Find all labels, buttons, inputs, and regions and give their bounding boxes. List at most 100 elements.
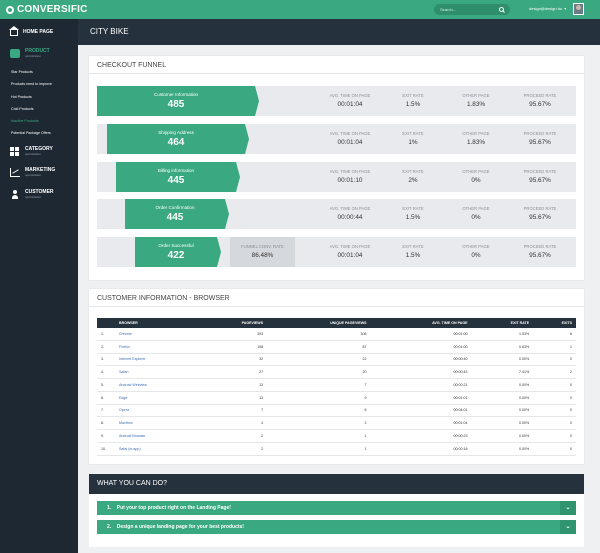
funnel-step-bar[interactable]: Shipping Address 464 [107, 124, 249, 154]
avg-time-cell: 00:01:00 [370, 328, 472, 341]
table-row: 7. Opera 7 6 00:04:01 0.00% 0 [97, 404, 576, 418]
stat-value: 0% [471, 252, 481, 259]
grid-icon [10, 146, 20, 156]
stat-time: AVG. TIME ON PAGE 00:01:04 [319, 86, 381, 116]
stat-exit: EXIT RATE 1.5% [389, 86, 437, 116]
card-title: CUSTOMER INFORMATION - BROWSER [97, 295, 230, 302]
stat-proceed: PROCEED RATE 95.67% [515, 162, 565, 192]
stat-label: EXIT RATE [402, 93, 424, 98]
recommendation-item[interactable]: 2. Design a unique landing page for your… [97, 520, 576, 534]
funnel-step-bar[interactable]: Order Successful 422 [135, 237, 221, 267]
stat-label: PROCEED RATE [523, 244, 557, 249]
app-logo[interactable]: CONVERSIFIC [6, 4, 88, 15]
chevron-down-icon[interactable]: ⌄ [560, 501, 576, 515]
sidebar-item-marketing[interactable]: MARKETING optimization [0, 167, 78, 177]
table-header[interactable]: EXIT RATE [471, 318, 534, 328]
stat-label: PROCEED RATE [523, 93, 557, 98]
browser-name-link[interactable]: Edge [115, 391, 199, 405]
browser-name-link[interactable]: Safai (in-app) [115, 442, 199, 456]
logo-icon [6, 5, 14, 14]
table-header[interactable]: EXITS [533, 318, 576, 328]
avatar[interactable] [573, 3, 584, 15]
browser-table: BROWSER PAGEVIEWS UNIQUE PAGEVIEWS AVG. … [97, 318, 576, 456]
sidebar-item-category[interactable]: CATEGORY optimization [0, 146, 78, 156]
browser-name-link[interactable]: Android Webview [115, 378, 199, 392]
stat-value: 86.48% [251, 252, 274, 259]
avg-time-cell: 00:00:23 [370, 429, 472, 443]
sidebar-subitem[interactable]: Hot Products [11, 95, 32, 99]
recommendation-item[interactable]: 1. Put your top product right on the Lan… [97, 501, 576, 515]
recommendation-text: 1. Put your top product right on the Lan… [107, 505, 231, 511]
stat-other: OTHER PAGE 0% [452, 162, 500, 192]
stat-value: 0% [471, 214, 481, 221]
sidebar-subitem[interactable]: Inactive Products [11, 119, 39, 123]
browser-name-link[interactable]: Internet Explorer [115, 353, 199, 367]
table-header[interactable]: UNIQUE PAGEVIEWS [267, 318, 371, 328]
exits-cell: 0 [533, 416, 576, 430]
divider [89, 73, 584, 74]
funnel-step-label: Order Successful [158, 243, 194, 248]
recommendation-label: Put your top product right on the Landin… [116, 505, 231, 511]
funnel-step-bar[interactable]: Customer Information 485 [97, 86, 259, 116]
top-bar: CONVERSIFIC Search... design@design.hu ▾ [0, 0, 600, 19]
stat-other: OTHER PAGE 0% [452, 237, 500, 267]
search-input[interactable]: Search... [434, 4, 510, 15]
stat-label: AVG. TIME ON PAGE [329, 244, 371, 249]
browser-name-link[interactable]: Safari [115, 365, 199, 379]
sidebar-item-product[interactable]: PRODUCT optimization [0, 48, 78, 58]
browser-name-link[interactable]: Opera [115, 404, 199, 418]
browser-name-link[interactable]: Firefox [115, 340, 199, 354]
browser-name-link[interactable]: Android Browser [115, 429, 199, 443]
funnel-step-bar[interactable]: Order Confirmation 445 [125, 199, 229, 229]
funnel-step-bar[interactable]: Billing information 445 [116, 162, 240, 192]
row-index: 8. [97, 416, 115, 430]
stat-label: OTHER PAGE [462, 131, 490, 136]
stat-value: 1.5% [405, 214, 421, 221]
card-header: WHAT YOU CAN DO? [89, 474, 584, 494]
avg-time-cell: 00:01:04 [370, 416, 472, 430]
browser-name-link[interactable]: Chrome [115, 328, 199, 341]
pageviews-cell: 2 [198, 442, 268, 456]
stat-label: OTHER PAGE [462, 93, 490, 98]
sidebar-subitem[interactable]: Star Products [11, 70, 33, 74]
browser-name-link[interactable]: Maxthon [115, 416, 199, 430]
avg-time-cell: 00:01:00 [370, 340, 472, 354]
sidebar-item-customer[interactable]: CUSTOMER optimization [0, 189, 78, 199]
avg-time-cell: 00:04:01 [370, 404, 472, 418]
stat-exit: EXIT RATE 2% [389, 162, 437, 192]
exits-cell: 2 [533, 365, 576, 379]
sidebar-subitem[interactable]: Products need to improve [11, 82, 52, 86]
sidebar-subitem[interactable]: Potential Package Offers [11, 131, 51, 135]
stat-proceed: PROCEED RATE 95.67% [515, 237, 565, 267]
pageviews-cell: 13 [198, 391, 268, 405]
user-menu[interactable]: design@design.hu ▾ [529, 6, 566, 11]
pageviews-cell: 4 [198, 416, 268, 430]
stat-time: AVG. TIME ON PAGE 00:01:04 [319, 237, 381, 267]
sidebar-subitem[interactable]: Cold Products [11, 107, 34, 111]
product-icon [10, 48, 20, 58]
search-icon[interactable] [499, 7, 504, 12]
row-index: 6. [97, 391, 115, 405]
stat-label: FUNNEL CONV. RATE [241, 244, 284, 249]
table-header[interactable]: BROWSER [115, 318, 199, 328]
table-header[interactable]: PAGEVIEWS [198, 318, 268, 328]
row-index: 1. [97, 328, 115, 341]
chevron-down-icon[interactable]: ⌄ [560, 520, 576, 534]
pageviews-cell: 2 [198, 429, 268, 443]
table-header[interactable]: AVG. TIME ON PAGE [370, 318, 472, 328]
divider [89, 306, 584, 307]
pageviews-cell: 32 [198, 353, 268, 367]
stat-value: 95.67% [529, 101, 551, 108]
unique-pageviews-cell: 87 [267, 340, 371, 354]
exit-rate-cell: 0.63% [471, 340, 534, 354]
stat-value: 00:00:44 [337, 214, 363, 221]
unique-pageviews-cell: 22 [267, 353, 371, 367]
sidebar: HOME PAGE PRODUCT optimization Star Prod… [0, 19, 78, 553]
unique-pageviews-cell: 20 [267, 365, 371, 379]
table-row: 2. Firefox 108 87 00:01:00 0.63% 1 [97, 340, 576, 354]
sidebar-item-label: HOME PAGE [23, 28, 54, 35]
sidebar-item-home[interactable]: HOME PAGE [0, 26, 78, 36]
table-row: 8. Maxthon 4 2 00:01:04 0.00% 0 [97, 416, 576, 430]
funnel-step-value: 485 [167, 99, 185, 110]
row-index: 4. [97, 365, 115, 379]
